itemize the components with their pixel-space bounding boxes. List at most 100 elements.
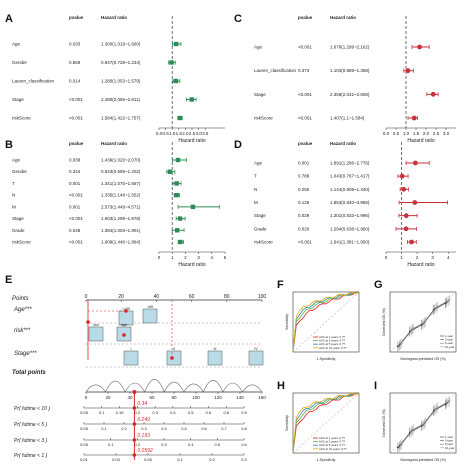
category-box	[142, 308, 158, 324]
survival-tick-label: 0.1	[101, 426, 107, 431]
survival-tick-label: 0.3	[161, 442, 167, 447]
estimate-point	[175, 157, 181, 163]
row-pvalue: 0.373	[298, 68, 310, 73]
variable-label: Age***	[13, 307, 32, 313]
estimate-point	[174, 181, 179, 186]
category-box	[88, 326, 104, 342]
header-hazard-ratio: Hazard ratio	[330, 141, 356, 146]
legend-entry: AUC at 10 years: 0.??	[319, 346, 347, 350]
row-hazard-ratio: 2.359(2.042~2.608)	[330, 92, 370, 97]
survival-tick-label: 0.4	[188, 442, 194, 447]
calibration-line	[397, 303, 446, 347]
variable-label: risk***	[14, 328, 31, 334]
x-tick-label: 0.0	[383, 131, 390, 136]
variable-label: Stage***	[14, 351, 37, 357]
survival-tick-label: 0.05	[80, 442, 89, 447]
panel-letter-a: A	[5, 13, 13, 25]
estimate-point	[409, 239, 414, 245]
survival-tick-label: 0.15	[116, 410, 125, 415]
row-label: Stage	[254, 92, 266, 97]
points-tick-label: 100	[258, 294, 267, 300]
survival-value: 0.249	[137, 417, 150, 423]
estimate-point	[403, 226, 409, 232]
row-label: T	[12, 181, 15, 186]
row-label: Stage	[12, 97, 24, 102]
x-tick-label: 2.5	[189, 131, 196, 136]
panel-letter-g: G	[374, 279, 383, 291]
row-label: Lauren_classification	[12, 79, 55, 84]
row-hazard-ratio: 1.641(1.381~1.950)	[330, 240, 370, 245]
survival-tick-label: 0.4	[170, 410, 176, 415]
survival-tick-label: 0.4	[161, 426, 167, 431]
row-pvalue: <0.001	[298, 92, 312, 97]
row-label: T	[254, 174, 257, 179]
row-label: M	[12, 204, 16, 209]
total-points-tick-label: 100	[192, 395, 200, 400]
estimate-point	[189, 97, 194, 102]
survival-tick-label: 0.5	[188, 410, 194, 415]
calibration-line	[401, 299, 450, 344]
points-tick-label: 20	[118, 294, 124, 300]
calibration-line	[399, 301, 447, 346]
legend-entry: AUC at 1 years: 0.??	[319, 335, 345, 339]
row-label: Grade	[12, 228, 25, 233]
row-hazard-ratio: 1.300(1.019~1.660)	[101, 42, 141, 47]
y-axis-label: Sensitivity	[285, 314, 289, 330]
survival-tick-label: 0.7	[221, 426, 227, 431]
total-points-tick-label: 140	[236, 395, 244, 400]
row-pvalue: 0.344	[69, 169, 81, 174]
survival-row-label: Pr( futime < 1 )	[14, 453, 48, 459]
survival-tick-label: 0.5	[215, 442, 221, 447]
row-hazard-ratio: 1.609(1.446~1.864)	[101, 240, 141, 245]
category-box	[207, 350, 223, 366]
survival-tick-label: 0.05	[144, 457, 153, 462]
row-label: Lauren_classification	[254, 68, 297, 73]
row-pvalue: 0.001	[69, 181, 81, 186]
row-label: Age	[12, 42, 21, 47]
estimate-point	[173, 78, 179, 84]
survival-tick-label: 0.6	[241, 442, 247, 447]
survival-tick-label: 0.2	[121, 426, 127, 431]
points-label: Points	[12, 296, 29, 302]
x-axis-label: Hazard ratio	[178, 262, 205, 268]
x-tick-label: 0.0	[156, 131, 163, 136]
survival-value: 0.0592	[137, 448, 153, 454]
row-hazard-ratio: 1.407(1.1~1.584)	[330, 116, 365, 121]
legend-entry: 1-year	[445, 435, 453, 439]
x-tick-label: 1.0	[403, 131, 410, 136]
panel-letter-f: F	[277, 279, 284, 291]
estimate-point	[175, 228, 180, 233]
row-hazard-ratio: 2.573(1.449~4.571)	[101, 204, 141, 209]
row-hazard-ratio: 1.853(0.840~3.956)	[330, 200, 370, 205]
row-pvalue: 0.038	[69, 158, 81, 163]
row-label: M	[254, 200, 258, 205]
row-hazard-ratio: 1.439(1.020~2.070)	[101, 158, 141, 163]
panel-f-roc-curve: F AUC at 1 years: 0.??AUC at 3 years: 0.?…	[277, 279, 360, 361]
estimate-point	[190, 204, 196, 210]
survival-row-label: Pr( futime < 3 )	[14, 438, 48, 444]
plot-frame	[292, 392, 360, 454]
chance-diagonal	[292, 291, 360, 353]
legend-entry: 3-year	[445, 439, 453, 443]
row-label: Stage	[12, 216, 24, 221]
category-box-label: III	[214, 347, 217, 351]
survival-tick-label: 0.3	[241, 457, 247, 462]
survival-tick-label: 0.9	[241, 410, 247, 415]
row-label: Gender	[12, 60, 28, 65]
panel-letter-d: D	[234, 139, 242, 151]
x-tick-label: 2.5	[433, 131, 440, 136]
category-box-label: <=65	[122, 307, 130, 311]
row-hazard-ratio: 1.603(1.299~1.978)	[101, 216, 141, 221]
category-box-label: II	[173, 347, 175, 351]
estimate-point	[403, 213, 409, 219]
category-box-label: high	[121, 323, 128, 327]
x-tick-label: 2.0	[182, 131, 189, 136]
category-box-label: low	[93, 323, 99, 327]
legend-entry: 10-year	[445, 345, 455, 349]
estimate-point	[401, 186, 407, 192]
legend-entry: 1-year	[445, 334, 453, 338]
plot-frame	[292, 291, 360, 353]
